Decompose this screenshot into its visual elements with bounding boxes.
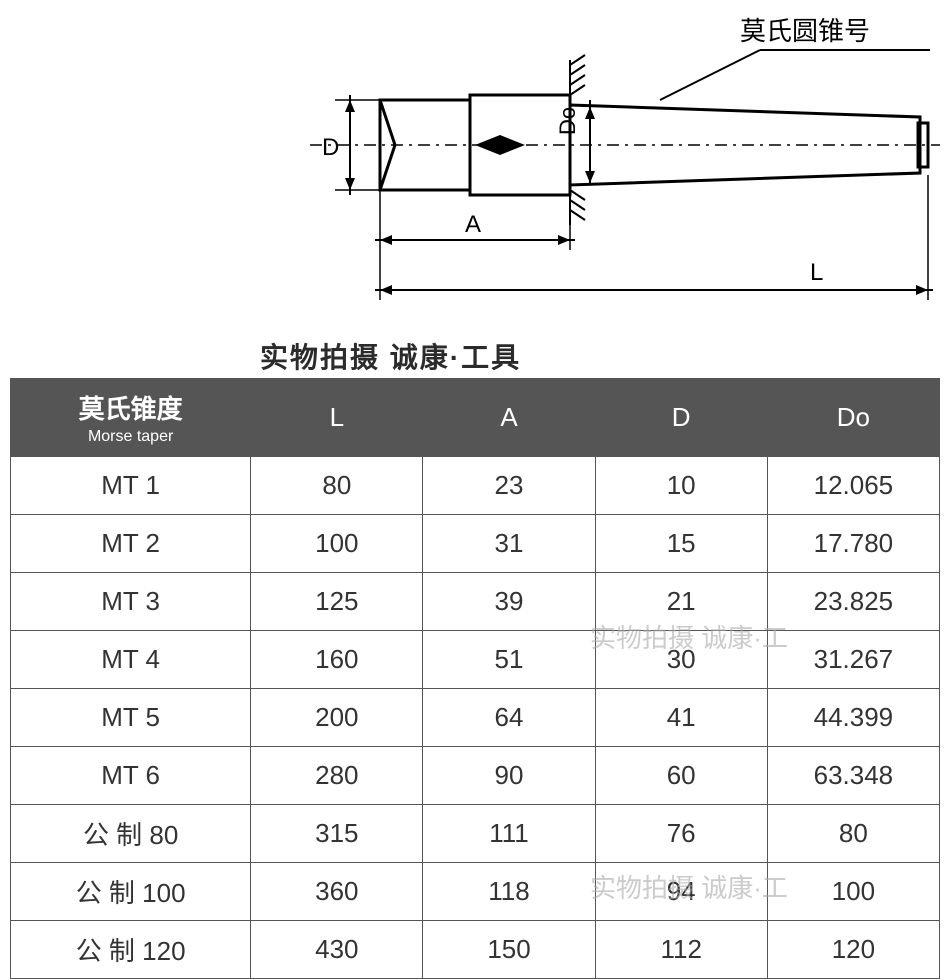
cell-Do: 80	[767, 805, 939, 863]
cell-name: MT 5	[11, 689, 251, 747]
morse-taper-table: 莫氏锥度 Morse taper L A D Do MT 1 80 23 10 …	[10, 378, 940, 979]
table-row: MT 4 160 51 30 31.267	[11, 631, 940, 689]
cell-D: 30	[595, 631, 767, 689]
cell-L: 100	[251, 515, 423, 573]
cell-A: 150	[423, 921, 595, 979]
cell-Do: 17.780	[767, 515, 939, 573]
cell-A: 111	[423, 805, 595, 863]
header-cn: 莫氏锥度	[11, 389, 250, 426]
cell-L: 80	[251, 457, 423, 515]
table-row: MT 1 80 23 10 12.065	[11, 457, 940, 515]
cell-A: 39	[423, 573, 595, 631]
cell-Do: 44.399	[767, 689, 939, 747]
table-row: 公 制 80 315 111 76 80	[11, 805, 940, 863]
cell-name: MT 4	[11, 631, 251, 689]
cell-L: 360	[251, 863, 423, 921]
dim-D-label: D	[322, 134, 339, 161]
cell-Do: 63.348	[767, 747, 939, 805]
table-row: MT 2 100 31 15 17.780	[11, 515, 940, 573]
cell-A: 51	[423, 631, 595, 689]
cell-name: MT 2	[11, 515, 251, 573]
taper-diagram: 莫氏圆锥号	[0, 0, 950, 330]
table-row: 公 制 100 360 118 94 100	[11, 863, 940, 921]
table-row: MT 5 200 64 41 44.399	[11, 689, 940, 747]
header-en: Morse taper	[11, 428, 250, 446]
cell-L: 315	[251, 805, 423, 863]
cell-L: 430	[251, 921, 423, 979]
cell-D: 94	[595, 863, 767, 921]
cell-Do: 23.825	[767, 573, 939, 631]
table-row: 公 制 120 430 150 112 120	[11, 921, 940, 979]
dim-A-label: A	[465, 211, 481, 238]
table-body: MT 1 80 23 10 12.065 MT 2 100 31 15 17.7…	[11, 457, 940, 979]
cell-name: MT 3	[11, 573, 251, 631]
cell-D: 15	[595, 515, 767, 573]
col-header-L: L	[251, 379, 423, 457]
table-row: MT 6 280 90 60 63.348	[11, 747, 940, 805]
dim-L-label: L	[810, 259, 823, 286]
diagram-svg: 莫氏圆锥号	[0, 0, 950, 330]
cell-name: 公 制 80	[11, 805, 251, 863]
col-header-D: D	[595, 379, 767, 457]
cell-A: 64	[423, 689, 595, 747]
cell-D: 41	[595, 689, 767, 747]
cell-L: 200	[251, 689, 423, 747]
table-header-row: 莫氏锥度 Morse taper L A D Do	[11, 379, 940, 457]
cell-D: 60	[595, 747, 767, 805]
cell-name: 公 制 100	[11, 863, 251, 921]
cell-A: 31	[423, 515, 595, 573]
cell-L: 280	[251, 747, 423, 805]
col-header-A: A	[423, 379, 595, 457]
cell-name: MT 1	[11, 457, 251, 515]
cell-D: 112	[595, 921, 767, 979]
cell-name: 公 制 120	[11, 921, 251, 979]
cell-D: 21	[595, 573, 767, 631]
cell-A: 118	[423, 863, 595, 921]
col-header-taper: 莫氏锥度 Morse taper	[11, 379, 251, 457]
cell-Do: 120	[767, 921, 939, 979]
cell-Do: 100	[767, 863, 939, 921]
cell-Do: 31.267	[767, 631, 939, 689]
dim-Do-label: Do	[555, 107, 580, 135]
table-title: 实物拍摄 诚康·工具	[260, 336, 521, 376]
callout-label: 莫氏圆锥号	[740, 16, 870, 46]
cell-L: 125	[251, 573, 423, 631]
cell-name: MT 6	[11, 747, 251, 805]
col-header-Do: Do	[767, 379, 939, 457]
cell-A: 90	[423, 747, 595, 805]
cell-L: 160	[251, 631, 423, 689]
cell-D: 76	[595, 805, 767, 863]
cell-D: 10	[595, 457, 767, 515]
cell-A: 23	[423, 457, 595, 515]
table-row: MT 3 125 39 21 23.825	[11, 573, 940, 631]
cell-Do: 12.065	[767, 457, 939, 515]
